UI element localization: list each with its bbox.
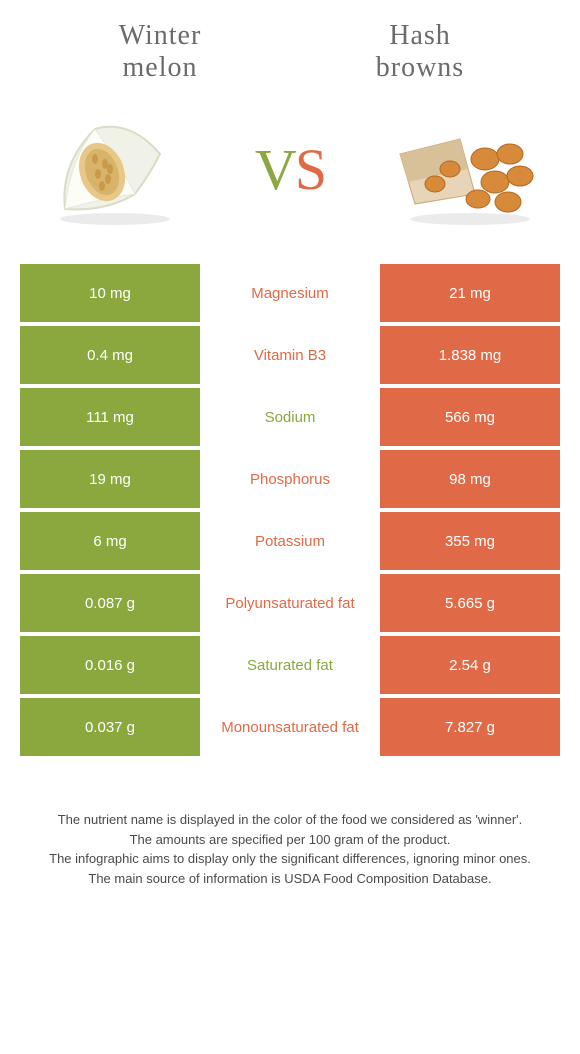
table-row: 6 mgPotassium355 mg: [20, 512, 560, 570]
right-value: 98 mg: [380, 450, 560, 508]
left-value: 0.016 g: [20, 636, 200, 694]
left-value: 0.4 mg: [20, 326, 200, 384]
table-row: 0.037 gMonounsaturated fat7.827 g: [20, 698, 560, 756]
right-value: 566 mg: [380, 388, 560, 446]
vs-s: S: [295, 137, 325, 202]
left-value: 19 mg: [20, 450, 200, 508]
left-title-line1: Winter: [30, 20, 290, 52]
nutrient-label: Potassium: [200, 512, 380, 570]
hash-browns-image: [390, 104, 540, 234]
right-title-line2: browns: [290, 52, 550, 84]
footnote-line: The nutrient name is displayed in the co…: [20, 810, 560, 830]
right-title-line1: Hash: [290, 20, 550, 52]
left-title-line2: melon: [30, 52, 290, 84]
table-row: 19 mgPhosphorus98 mg: [20, 450, 560, 508]
table-row: 10 mgMagnesium21 mg: [20, 264, 560, 322]
footnote-line: The amounts are specified per 100 gram o…: [20, 830, 560, 850]
footnotes: The nutrient name is displayed in the co…: [0, 760, 580, 888]
right-value: 7.827 g: [380, 698, 560, 756]
table-row: 0.087 gPolyunsaturated fat5.665 g: [20, 574, 560, 632]
nutrient-table: 10 mgMagnesium21 mg0.4 mgVitamin B31.838…: [20, 264, 560, 756]
right-value: 355 mg: [380, 512, 560, 570]
header-row: Winter melon Hash browns: [0, 0, 580, 94]
images-row: VS: [0, 94, 580, 264]
winter-melon-image: [40, 104, 190, 234]
left-value: 10 mg: [20, 264, 200, 322]
left-value: 111 mg: [20, 388, 200, 446]
nutrient-label: Magnesium: [200, 264, 380, 322]
right-food-title: Hash browns: [290, 20, 550, 84]
nutrient-label: Sodium: [200, 388, 380, 446]
vs-badge: VS: [255, 136, 325, 203]
table-row: 0.016 gSaturated fat2.54 g: [20, 636, 560, 694]
left-value: 0.087 g: [20, 574, 200, 632]
right-value: 21 mg: [380, 264, 560, 322]
table-row: 111 mgSodium566 mg: [20, 388, 560, 446]
table-row: 0.4 mgVitamin B31.838 mg: [20, 326, 560, 384]
nutrient-label: Saturated fat: [200, 636, 380, 694]
nutrient-label: Phosphorus: [200, 450, 380, 508]
right-value: 1.838 mg: [380, 326, 560, 384]
left-food-title: Winter melon: [30, 20, 290, 84]
footnote-line: The main source of information is USDA F…: [20, 869, 560, 889]
right-value: 2.54 g: [380, 636, 560, 694]
left-value: 6 mg: [20, 512, 200, 570]
nutrient-label: Monounsaturated fat: [200, 698, 380, 756]
nutrient-label: Polyunsaturated fat: [200, 574, 380, 632]
left-value: 0.037 g: [20, 698, 200, 756]
footnote-line: The infographic aims to display only the…: [20, 849, 560, 869]
nutrient-label: Vitamin B3: [200, 326, 380, 384]
vs-v: V: [255, 137, 295, 202]
right-value: 5.665 g: [380, 574, 560, 632]
